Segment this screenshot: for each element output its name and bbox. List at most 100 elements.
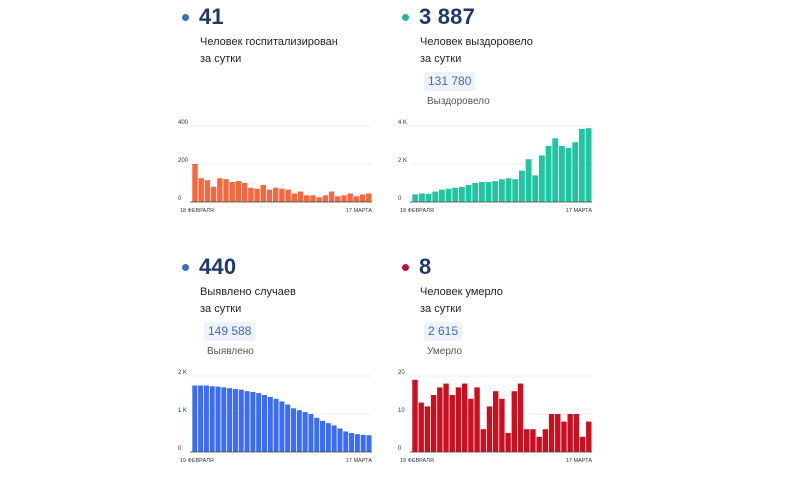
bar <box>210 186 217 202</box>
description: Человек госпитализирован за сутки <box>200 34 380 68</box>
bar <box>310 195 316 202</box>
daily-value: 3 887 <box>419 4 476 29</box>
bar <box>238 389 244 452</box>
y-tick-label: 10 <box>398 408 405 414</box>
bar <box>418 402 424 452</box>
bar <box>492 391 499 452</box>
bar <box>536 436 542 452</box>
bar <box>250 391 256 452</box>
bar <box>314 417 320 452</box>
bar <box>267 396 273 452</box>
bar <box>204 180 211 202</box>
bar <box>449 395 455 452</box>
bar <box>542 429 549 452</box>
bar <box>511 391 518 452</box>
bar <box>555 414 561 452</box>
bar <box>353 196 360 202</box>
bar <box>438 189 445 202</box>
y-tick-label: 20 <box>398 370 405 376</box>
bar <box>498 179 505 202</box>
bar <box>215 386 221 452</box>
bar <box>437 387 443 452</box>
description: Выявлено случаев за сутки <box>200 284 380 318</box>
hospitalized-bar-chart: 0 200 400 18 ФЕВРАЛЯ 17 МАРТА <box>178 120 372 214</box>
deaths-bar-chart: 0 10 20 19 ФЕВРАЛЯ 17 МАРТА <box>398 370 592 464</box>
y-tick-label: 2 K <box>178 370 187 376</box>
description-line-1: Выявлено случаев <box>200 286 296 298</box>
total-label: Умерло <box>427 346 463 357</box>
y-tick-label: 200 <box>178 158 189 164</box>
bar <box>517 383 524 452</box>
bar <box>354 434 360 452</box>
bar <box>335 196 341 202</box>
bar <box>366 435 372 452</box>
bar <box>505 178 512 202</box>
recovered-bar-chart: 0 2 K 4 K 19 ФЕВРАЛЯ 17 МАРТА <box>398 120 592 214</box>
bar <box>512 179 519 202</box>
bar <box>244 391 250 452</box>
x-start-label: 19 ФЕВРАЛЯ <box>180 458 214 464</box>
description-line-1: Человек госпитализирован <box>200 36 338 48</box>
description-line-1: Человек умерло <box>420 286 503 298</box>
bar <box>465 184 472 202</box>
bar <box>272 187 279 202</box>
bar <box>518 170 525 202</box>
total-value: 2 615 <box>424 322 463 341</box>
bar <box>525 159 532 202</box>
bar <box>254 188 260 202</box>
y-tick-label: 0 <box>178 196 182 202</box>
bar <box>203 385 209 452</box>
bar <box>586 421 592 452</box>
bar <box>260 184 266 202</box>
bar <box>291 408 297 452</box>
bar <box>328 191 335 202</box>
bar <box>227 388 233 452</box>
bar <box>585 128 592 202</box>
y-tick-label: 0 <box>398 196 402 202</box>
description-line-2: за сутки <box>200 303 242 315</box>
y-tick-label: 4 K <box>398 120 407 126</box>
bar <box>285 404 291 452</box>
bar <box>486 406 493 452</box>
card-header: 440 <box>182 254 236 280</box>
bar <box>192 385 198 452</box>
bar <box>304 195 310 202</box>
card-header: 8 <box>402 254 431 280</box>
daily-value: 8 <box>419 254 432 279</box>
bar <box>337 428 343 452</box>
bar <box>432 191 439 202</box>
y-tick-label: 400 <box>178 120 189 126</box>
bar <box>445 188 452 202</box>
x-end-label: 17 МАРТА <box>346 208 372 214</box>
bar <box>492 181 499 202</box>
bar <box>561 421 567 452</box>
bar <box>567 414 573 452</box>
bar <box>291 193 298 202</box>
y-tick-label: 0 <box>398 446 402 452</box>
bar <box>322 195 329 202</box>
bar <box>296 410 302 452</box>
bar <box>302 412 308 452</box>
y-tick-label: 1 K <box>178 408 187 414</box>
bar <box>499 398 505 452</box>
bar <box>221 387 227 452</box>
bar <box>572 142 579 202</box>
bar <box>198 178 204 202</box>
bar <box>343 431 349 452</box>
bar <box>530 429 536 452</box>
bar <box>248 187 254 202</box>
cases-bar-chart: 0 1 K 2 K 19 ФЕВРАЛЯ 17 МАРТА <box>178 370 372 464</box>
bar <box>452 187 459 202</box>
card-header: 41 <box>182 4 224 30</box>
bar <box>297 191 304 202</box>
bar <box>198 385 204 452</box>
card-hospitalized: 41 Человек госпитализирован за сутки 0 20… <box>176 0 386 240</box>
bar <box>217 178 223 202</box>
description-line-1: Человек выздоровело <box>420 36 533 48</box>
card-recovered: 3 887 Человек выздоровело за сутки 131 7… <box>396 0 606 240</box>
bar <box>285 189 291 202</box>
x-start-label: 18 ФЕВРАЛЯ <box>180 208 214 214</box>
y-tick-label: 0 <box>178 446 182 452</box>
bar <box>279 188 285 202</box>
bar <box>458 186 465 202</box>
